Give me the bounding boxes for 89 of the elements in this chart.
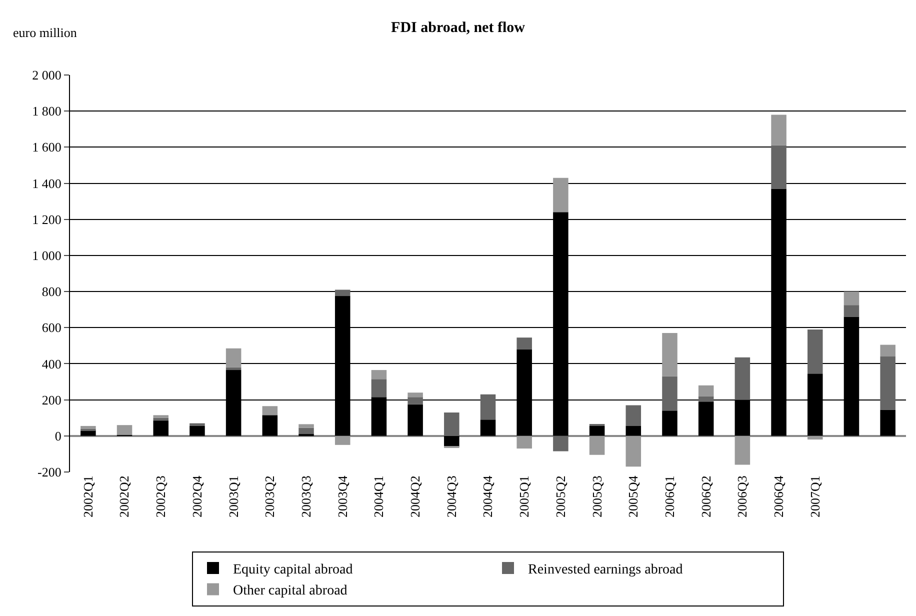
bar <box>116 425 132 436</box>
x-tick-label: 2002Q2 <box>116 476 132 518</box>
bar <box>662 333 678 376</box>
y-tick-label: 1 600 <box>32 140 62 155</box>
x-tick-label: 2006Q3 <box>734 476 750 518</box>
bar <box>444 436 460 447</box>
bar <box>80 430 96 436</box>
bar <box>516 338 532 350</box>
bar <box>880 344 896 357</box>
bar <box>844 305 860 317</box>
bar <box>734 436 750 465</box>
bar <box>516 436 532 449</box>
y-tick-label: 1 800 <box>32 104 62 119</box>
bar <box>334 436 350 445</box>
bar <box>190 426 205 436</box>
x-tick-label: 2004Q2 <box>408 476 423 518</box>
x-tick-label: 2005Q2 <box>552 476 568 518</box>
x-tick-label: 2003Q3 <box>298 476 314 518</box>
x-tick-label: 2003Q1 <box>226 476 241 518</box>
x-tick-label: 2003Q4 <box>334 475 350 518</box>
bar <box>808 329 823 374</box>
bar <box>626 405 642 426</box>
bar <box>553 436 568 452</box>
x-tick-label: 2002Q3 <box>153 476 168 518</box>
x-tick-label: 2006Q4 <box>771 475 786 518</box>
bar <box>298 424 314 428</box>
x-tick-label: 2004Q3 <box>444 476 459 518</box>
bar <box>771 114 786 146</box>
legend-label: Other capital abroad <box>233 584 348 599</box>
y-tick-label: 0 <box>54 428 62 444</box>
bar <box>371 379 387 398</box>
bar <box>153 418 168 421</box>
y-tick-label: 1 000 <box>32 248 62 263</box>
bar <box>662 376 678 411</box>
y-tick-label: 1 200 <box>32 212 62 227</box>
bar <box>190 423 205 426</box>
bar <box>408 397 423 404</box>
x-tick-label: 2004Q1 <box>371 476 386 518</box>
bar <box>262 406 278 416</box>
bar <box>808 436 823 440</box>
bar <box>153 415 168 418</box>
bar <box>698 385 714 396</box>
y-tick-label: 2 000 <box>32 68 62 83</box>
bar <box>589 426 605 436</box>
bar <box>262 415 278 436</box>
bar <box>408 404 423 436</box>
bar <box>80 426 96 429</box>
y-tick-label: 800 <box>42 284 62 300</box>
bar <box>626 426 642 436</box>
bar <box>698 396 714 402</box>
bar <box>626 436 642 467</box>
bar <box>371 370 387 380</box>
legend-label: Equity capital abroad <box>233 562 353 578</box>
bar <box>662 410 678 436</box>
bar <box>480 420 496 436</box>
bar <box>226 367 242 370</box>
y-tick-label: -200 <box>38 464 62 480</box>
x-tick-label: 2002Q4 <box>189 475 204 518</box>
x-tick-label: 2002Q1 <box>80 476 96 518</box>
bar <box>334 290 350 296</box>
bar <box>480 394 496 420</box>
x-tick-label: 2006Q2 <box>698 476 714 518</box>
x-tick-label: 2004Q4 <box>480 475 496 518</box>
y-tick-label: 200 <box>42 392 62 408</box>
y-tick-label: 400 <box>42 356 62 372</box>
x-tick-label: 2003Q2 <box>262 476 278 518</box>
chart-title: FDI abroad, net flow <box>391 20 526 36</box>
x-tick-label: 2006Q1 <box>662 476 677 518</box>
x-tick-label: 2005Q1 <box>516 476 532 518</box>
bar <box>408 392 423 398</box>
legend-label: Reinvested earnings abroad <box>528 562 683 578</box>
bar <box>226 348 242 368</box>
bar <box>698 402 714 436</box>
bar <box>553 178 568 212</box>
x-tick-label: 2005Q3 <box>589 476 604 518</box>
bar <box>444 412 460 436</box>
bar <box>153 420 168 436</box>
y-tick-label: 1 400 <box>32 176 62 191</box>
bar <box>298 428 314 434</box>
bar <box>589 436 605 455</box>
bar <box>844 292 860 306</box>
bar <box>880 356 896 410</box>
y-tick-label: 600 <box>42 320 62 336</box>
x-tick-label: 2005Q4 <box>626 475 641 518</box>
text: euro million <box>13 25 78 40</box>
bar <box>771 145 786 189</box>
bar <box>734 357 750 400</box>
x-tick-label: 2007Q1 <box>807 476 822 518</box>
bar <box>880 410 896 436</box>
